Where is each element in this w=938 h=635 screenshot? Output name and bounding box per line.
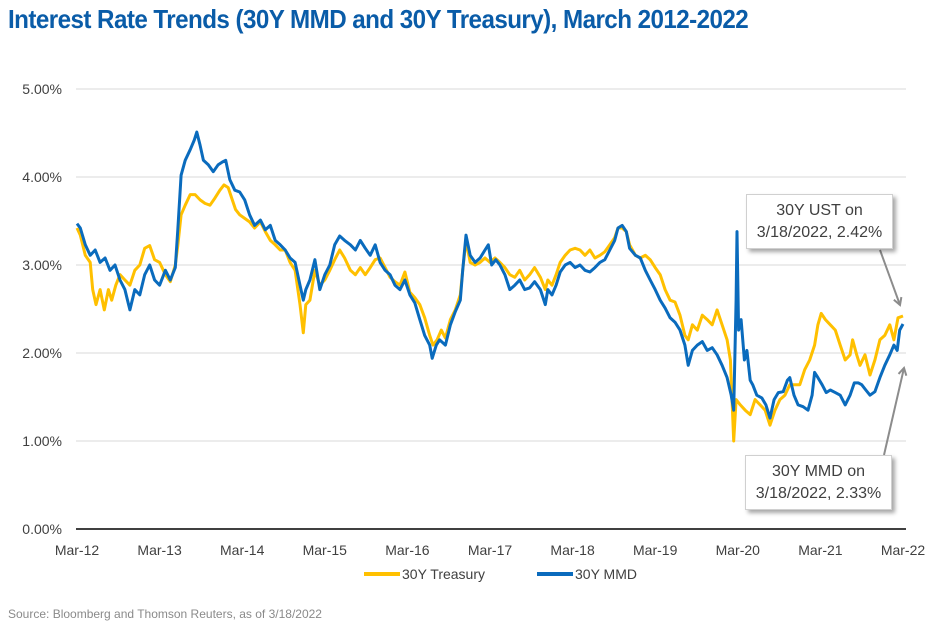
x-tick-label: Mar-19: [633, 542, 678, 558]
x-tick-label: Mar-22: [881, 542, 926, 558]
ust-callout: 30Y UST on 3/18/2022, 2.42%: [746, 194, 893, 249]
x-tick-label: Mar-12: [55, 542, 100, 558]
y-tick-label: 4.00%: [22, 169, 62, 185]
ust-callout-line2: 3/18/2022, 2.42%: [756, 224, 883, 241]
x-tick-label: Mar-20: [716, 542, 761, 558]
legend-label-mmd: 30Y MMD: [575, 566, 637, 582]
source-note: Source: Bloomberg and Thomson Reuters, a…: [8, 607, 322, 621]
x-axis: Mar-12 Mar-13 Mar-14 Mar-15 Mar-16 Mar-17 Mar-…: [55, 542, 926, 558]
ust-callout-arrow: [879, 249, 900, 305]
x-tick-label: Mar-13: [137, 542, 182, 558]
legend-item-mmd: 30Y MMD: [537, 566, 637, 582]
ust-callout-line1: 30Y UST on: [776, 202, 863, 219]
legend-label-treasury: 30Y Treasury: [402, 566, 486, 582]
x-tick-label: Mar-17: [468, 542, 513, 558]
mmd-callout-line1: 30Y MMD on: [771, 463, 866, 480]
x-tick-label: Mar-16: [385, 542, 430, 558]
x-tick-label: Mar-21: [798, 542, 843, 558]
x-tick-label: Mar-14: [220, 542, 265, 558]
series-line-treasury: [75, 183, 904, 443]
y-tick-label: 2.00%: [22, 345, 62, 361]
chart-title: Interest Rate Trends (30Y MMD and 30Y Tr…: [8, 4, 749, 34]
y-tick-label: 1.00%: [22, 433, 62, 449]
legend-swatch-mmd: [537, 572, 573, 576]
series-line-mmd: [75, 130, 905, 420]
legend-item-treasury: 30Y Treasury: [364, 566, 485, 582]
legend-swatch-treasury: [364, 572, 400, 576]
mmd-callout: 30Y MMD on 3/18/2022, 2.33%: [745, 455, 892, 510]
mmd-callout-arrow: [883, 368, 904, 456]
series-lines: [75, 130, 905, 443]
y-tick-label: 5.00%: [22, 81, 62, 97]
y-tick-label: 3.00%: [22, 257, 62, 273]
x-tick-label: Mar-15: [303, 542, 348, 558]
y-axis: 0.00% 1.00% 2.00% 3.00% 4.00% 5.00%: [22, 81, 62, 537]
x-tick-label: Mar-18: [550, 542, 595, 558]
y-tick-label: 0.00%: [22, 521, 62, 537]
mmd-callout-line2: 3/18/2022, 2.33%: [755, 485, 882, 502]
